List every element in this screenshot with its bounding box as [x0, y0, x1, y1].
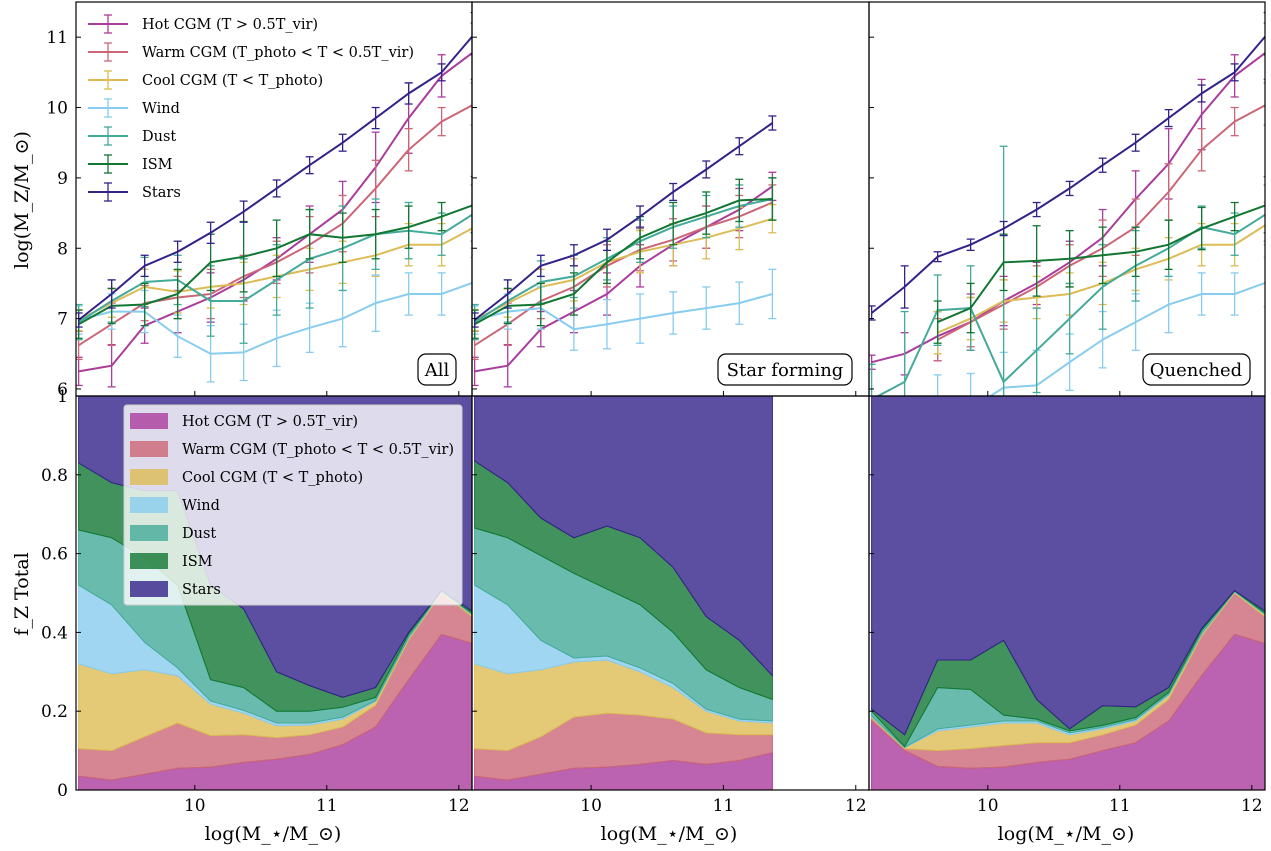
- y-tick-label: 9: [57, 169, 68, 189]
- top-y-axis-label: log(M_Z/M_⊙): [11, 131, 33, 269]
- svg-text:Star forming: Star forming: [727, 360, 844, 381]
- plot-area-quenched-top: [869, 11, 1265, 396]
- x-tick-label: 10: [184, 796, 206, 816]
- x-tick-label: 11: [316, 796, 338, 816]
- line-ism-star-forming-top: [474, 198, 773, 326]
- line-stars-star-forming-top: [473, 122, 773, 321]
- svg-text:All: All: [424, 360, 450, 381]
- plot-area-all-top: [76, 11, 472, 388]
- bottom-y-axis-label: f_Z Total: [11, 552, 33, 635]
- panel-quenched-bottom: 10 11 12: [868, 395, 1266, 816]
- x-tick-label: 12: [1241, 796, 1263, 816]
- x-tick-label: 12: [448, 796, 470, 816]
- legend-box: [123, 404, 463, 606]
- area-stars-quenched-bottom: [871, 396, 1265, 736]
- series-stars-all-top: [76, 11, 472, 328]
- y-tick-label: 0.6: [41, 545, 68, 565]
- legend-label-cool-cgm-t-t-photo: Cool CGM (T < T_photo): [182, 470, 363, 486]
- x-tick-label: 10: [580, 796, 602, 816]
- axes-frame: [471, 1, 870, 397]
- y-tick-label: 7: [57, 310, 68, 330]
- panel-star-forming-top: [471, 1, 870, 397]
- legend-label-warm-cgm-t-photo-t-0-5t-vir: Warm CGM (T_photo < T < 0.5T_vir): [182, 442, 454, 458]
- legend-all-top: Hot CGM (T > 0.5T_vir) Warm CGM (T_photo …: [88, 14, 414, 202]
- legend-label-ism: ISM: [142, 157, 173, 173]
- legend-swatch: [130, 553, 168, 569]
- x-tick-label: 11: [713, 796, 735, 816]
- legend-all-bottom: Hot CGM (T > 0.5T_vir) Warm CGM (T_photo …: [123, 404, 463, 606]
- x-axis-label-2: log(M_⋆/M_⊙): [601, 823, 738, 845]
- legend-swatch: [130, 497, 168, 513]
- legend-swatch: [130, 441, 168, 457]
- legend-swatch: [130, 525, 168, 541]
- x-axis-label-1: log(M_⋆/M_⊙): [205, 823, 342, 845]
- y-tick-label: 0: [57, 781, 68, 801]
- y-tick-label: 10: [46, 99, 68, 119]
- panel-all-bottom: 0 0.2 0.4 0.6 0.8 1 10 11 12 Hot CGM (T > 0.5T_vi…: [41, 387, 473, 816]
- x-tick-label: 10: [977, 796, 999, 816]
- series-warm-cgm-t-photo-t-0-5t-vir-star-forming-top: [472, 184, 777, 361]
- line-warm-cgm-t-photo-t-0-5t-vir-star-forming-top: [474, 201, 773, 347]
- line-wind-star-forming-top: [474, 293, 773, 331]
- panel-quenched-top: [868, 1, 1266, 397]
- line-stars-all-top: [77, 35, 472, 321]
- y-tick-label: 0.8: [41, 466, 68, 486]
- legend-label-hot-cgm-t-0-5t-vir: Hot CGM (T > 0.5T_vir): [182, 414, 358, 430]
- legend-swatch: [130, 469, 168, 485]
- svg-text:Quenched: Quenched: [1150, 360, 1242, 381]
- plot-area-star-forming-top: [472, 115, 777, 388]
- legend-swatch: [130, 581, 168, 597]
- panel-label-all: All: [417, 353, 457, 386]
- axes-frame: [868, 1, 1266, 397]
- axes-frame: [868, 395, 1266, 791]
- line-ism-all-top: [78, 204, 472, 326]
- y-tick-label: 6: [57, 380, 68, 400]
- legend-label-stars: Stars: [182, 582, 221, 598]
- y-tick-label: 1: [57, 387, 68, 407]
- x-axis-label-3: log(M_⋆/M_⊙): [998, 823, 1135, 845]
- line-dust-star-forming-top: [474, 198, 773, 323]
- area-stars-star-forming-bottom: [474, 396, 773, 677]
- legend-label-stars: Stars: [142, 185, 181, 201]
- y-tick-label: 8: [57, 239, 68, 259]
- line-cool-cgm-t-t-photo-star-forming-top: [474, 217, 773, 321]
- legend-label-warm-cgm-t-photo-t-0-5t-vir: Warm CGM (T_photo < T < 0.5T_vir): [142, 45, 414, 61]
- plot-area-star-forming-bottom: [474, 396, 773, 790]
- x-tick-label: 11: [1109, 796, 1131, 816]
- panel-label-star-forming: Star forming: [717, 353, 853, 386]
- legend-swatch: [130, 413, 168, 429]
- series-ism-quenched-top: [933, 175, 1265, 344]
- legend-label-ism: ISM: [182, 554, 213, 570]
- legend-label-hot-cgm-t-0-5t-vir: Hot CGM (T > 0.5T_vir): [142, 17, 318, 33]
- x-tick-label: 12: [845, 796, 867, 816]
- series-wind-star-forming-top: [472, 268, 777, 351]
- line-stars-quenched-top: [870, 35, 1265, 314]
- series-cool-cgm-t-t-photo-star-forming-top: [472, 203, 777, 332]
- y-tick-label: 11: [46, 28, 68, 48]
- y-tick-label: 0.2: [41, 702, 68, 722]
- y-tick-label: 0.4: [41, 623, 68, 643]
- legend-label-dust: Dust: [182, 526, 216, 542]
- series-stars-quenched-top: [869, 11, 1265, 321]
- plot-area-quenched-bottom: [871, 396, 1265, 790]
- legend-label-cool-cgm-t-t-photo: Cool CGM (T < T_photo): [142, 73, 323, 89]
- legend-label-dust: Dust: [142, 129, 176, 145]
- series-stars-star-forming-top: [472, 115, 777, 328]
- line-wind-quenched-top: [988, 281, 1265, 396]
- legend-label-wind: Wind: [182, 498, 220, 514]
- panel-label-quenched: Quenched: [1142, 353, 1251, 386]
- legend-label-wind: Wind: [142, 101, 180, 117]
- line-ism-quenched-top: [937, 204, 1265, 324]
- panel-star-forming-bottom: 10 11 12: [471, 395, 870, 816]
- line-hot-cgm-t-0-5t-vir-star-forming-top: [474, 185, 773, 373]
- panel-all-top: 6 7 8 9 10 11 Hot CGM (T > 0.5T_vir) Warm CGM (…: [46, 1, 473, 400]
